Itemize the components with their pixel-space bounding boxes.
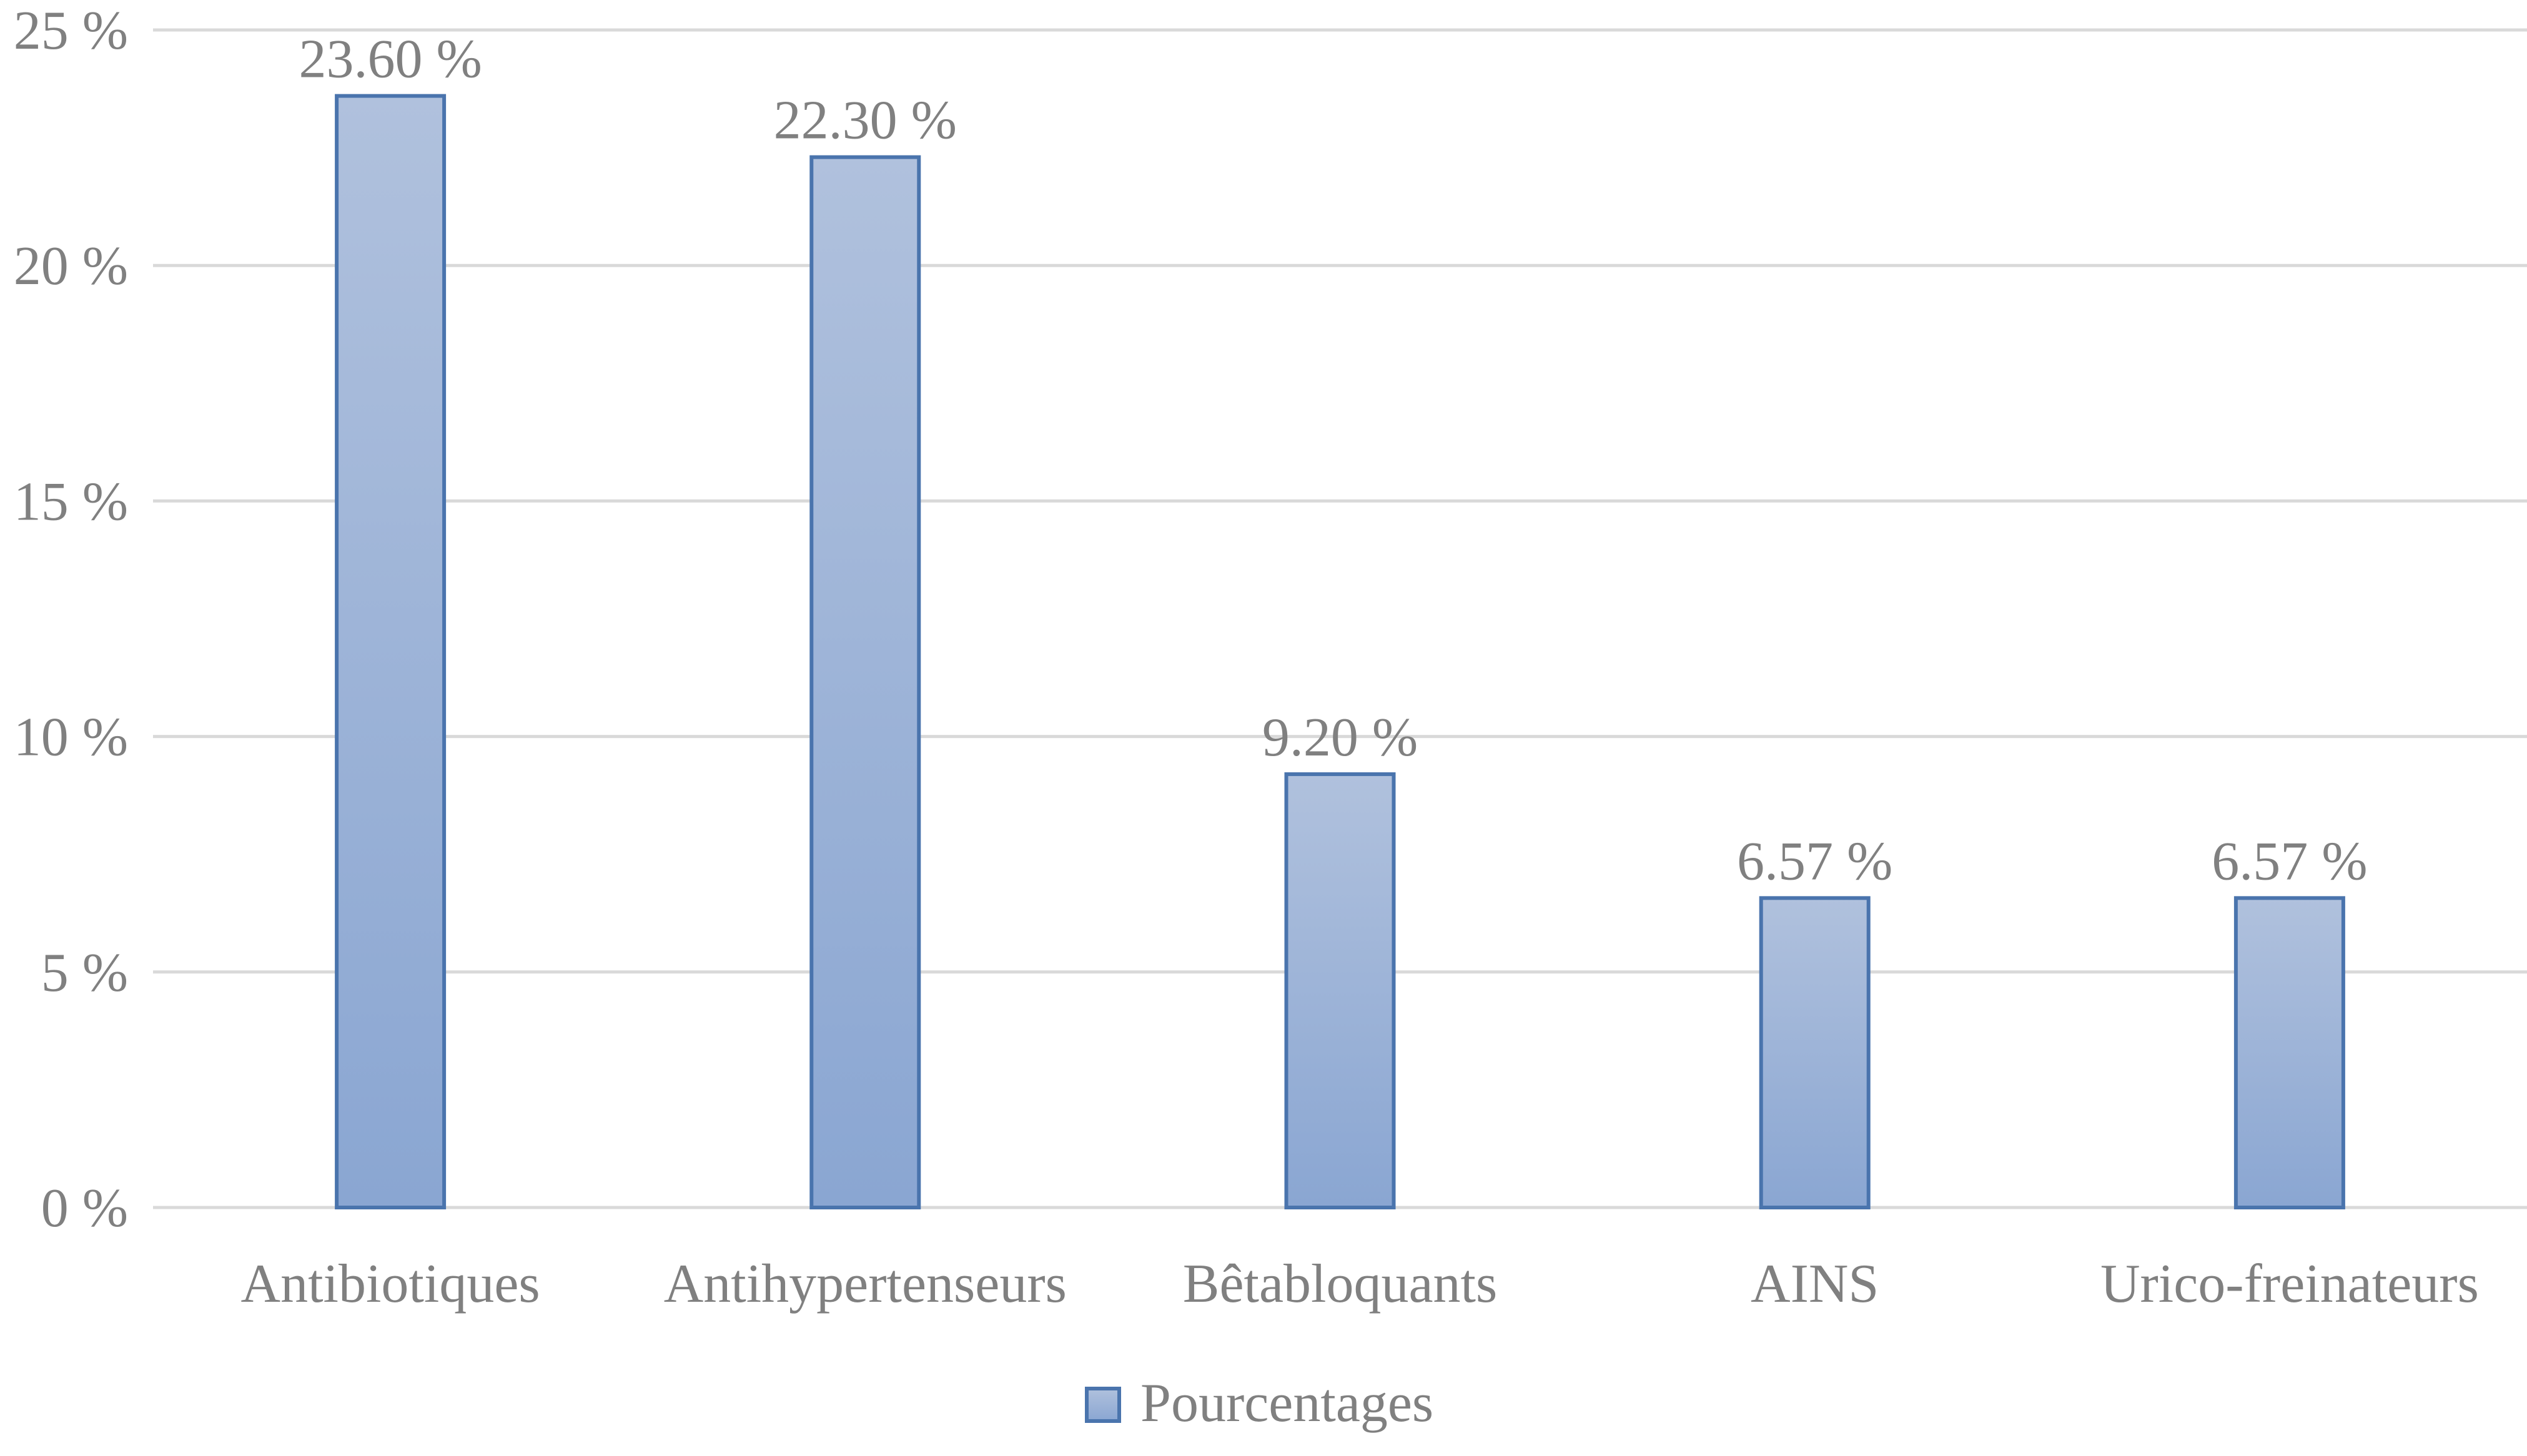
bar-b-tabloquants — [1284, 772, 1396, 1209]
x-category-label: Urico-freinateurs — [2100, 1254, 2479, 1314]
bars — [335, 94, 2345, 1210]
legend-swatch — [1085, 1387, 1121, 1423]
data-label: 6.57 % — [1737, 831, 1892, 892]
bar-antibiotiques — [335, 94, 447, 1210]
gridlines — [153, 28, 2527, 1209]
x-category-label: AINS — [1751, 1254, 1879, 1314]
data-label: 6.57 % — [2212, 831, 2367, 892]
data-label: 23.60 % — [299, 29, 482, 90]
y-tick-label: 20 % — [14, 236, 128, 297]
y-tick-label: 10 % — [14, 707, 128, 768]
y-axis-tick-labels: 0 % 5 % 10 % 15 % 20 % 25 % — [14, 1, 128, 1239]
data-labels: 23.60 % 22.30 % 9.20 % 6.57 % 6.57 % — [299, 29, 2367, 892]
legend-label: Pourcentages — [1140, 1373, 1433, 1434]
data-label: 9.20 % — [1262, 707, 1418, 768]
y-tick-label: 15 % — [14, 471, 128, 532]
bar-urico-freinateurs — [2233, 896, 2345, 1210]
bar-ains — [1759, 896, 1871, 1210]
y-tick-label: 25 % — [14, 1, 128, 61]
x-category-label: Bêtabloquants — [1183, 1254, 1497, 1314]
y-tick-label: 0 % — [41, 1178, 128, 1239]
y-tick-label: 5 % — [41, 943, 128, 1003]
legend: Pourcentages — [1085, 1373, 1433, 1434]
x-category-label: Antihypertenseurs — [664, 1254, 1067, 1314]
bar-antihypertenseurs — [809, 155, 921, 1210]
data-label: 22.30 % — [774, 91, 957, 151]
x-category-label: Antibiotiques — [241, 1254, 540, 1314]
x-axis-category-labels: Antibiotiques Antihypertenseurs Bêtabloqua… — [241, 1254, 2479, 1314]
